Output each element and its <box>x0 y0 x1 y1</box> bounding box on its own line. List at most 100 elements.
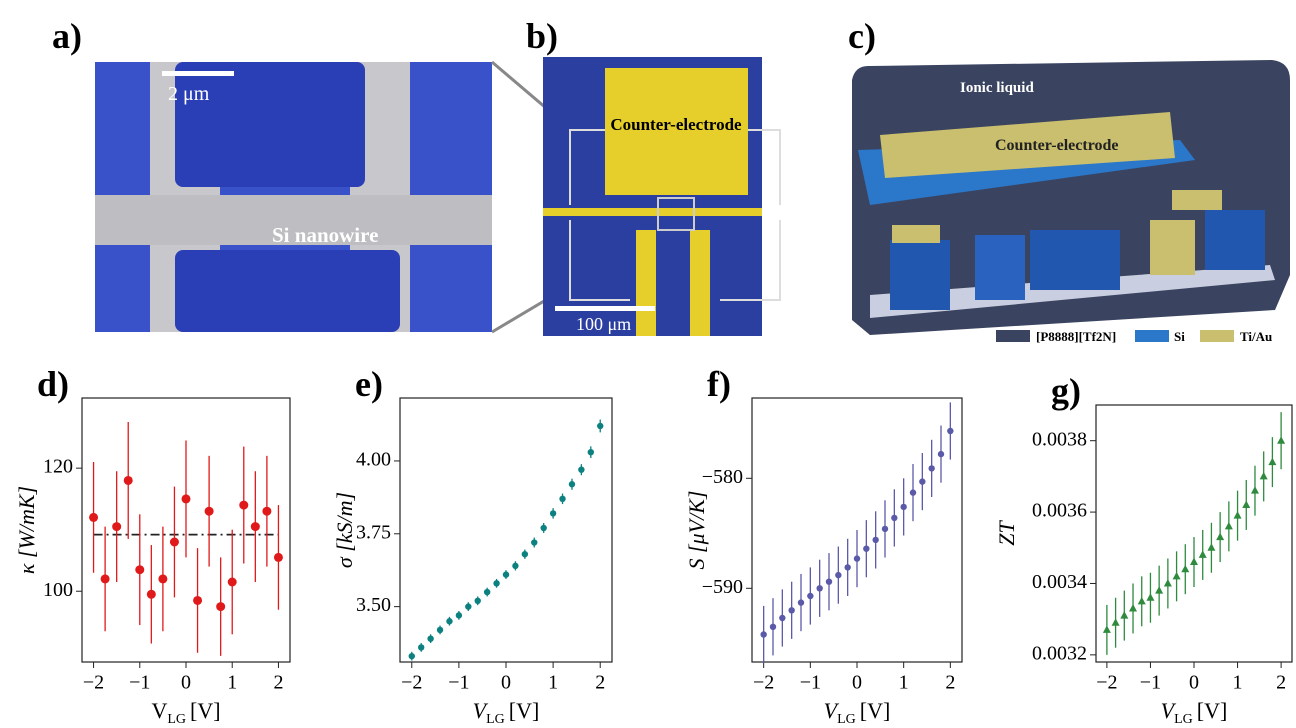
y-tick-label: 100 <box>43 579 73 601</box>
point <box>559 495 566 503</box>
point <box>239 500 249 510</box>
point <box>835 571 842 579</box>
point <box>455 612 463 619</box>
point <box>1181 564 1190 573</box>
y-tick-label: −590 <box>702 576 743 598</box>
point <box>825 578 833 585</box>
point <box>169 537 179 547</box>
x-tick-label: −2 <box>401 672 422 694</box>
point <box>418 644 425 651</box>
x-tick-label: −2 <box>753 672 774 694</box>
point <box>760 631 767 638</box>
point <box>1137 596 1146 605</box>
x-tick-label: 1 <box>899 672 909 694</box>
x-tick-label: −1 <box>129 672 150 694</box>
point <box>262 506 272 516</box>
x-axis-label: VLG [V] <box>824 698 891 727</box>
panel-a: 2 μm Si nanowire a) <box>52 16 492 332</box>
legend-swatch <box>1200 330 1234 342</box>
point <box>816 585 823 592</box>
y-tick-label: 0.0032 <box>1032 642 1087 664</box>
point <box>549 510 557 517</box>
y-axis-label: σ [kS/m] <box>332 492 357 568</box>
point <box>779 614 786 622</box>
point <box>1242 500 1251 508</box>
x-tick-label: 1 <box>1233 672 1243 694</box>
point <box>769 623 777 630</box>
point <box>863 545 870 552</box>
point <box>947 427 954 435</box>
panel-label: a) <box>52 16 82 56</box>
x-label-main: V <box>151 698 167 723</box>
point <box>123 475 133 485</box>
x-tick-label: 0 <box>852 672 862 694</box>
panel-label: e) <box>355 364 383 404</box>
x-axis-label: VLG [V] <box>151 698 220 727</box>
x-label-unit: [V] <box>509 698 540 723</box>
point <box>1155 586 1164 594</box>
pad <box>175 62 365 187</box>
x-axis-label: VLG [V] <box>1161 698 1228 727</box>
y-tick-label: 3.50 <box>356 594 391 616</box>
point <box>250 522 260 532</box>
point <box>844 564 851 571</box>
legend-swatch <box>996 330 1030 342</box>
x-tick-label: −1 <box>1140 672 1161 694</box>
point <box>531 539 538 546</box>
panel-label: f) <box>707 364 731 404</box>
lead <box>636 230 656 336</box>
scale-bar <box>555 306 655 311</box>
scale-bar <box>162 71 234 76</box>
x-label-main: V <box>824 698 840 723</box>
substrate <box>870 265 1275 318</box>
point <box>568 481 576 488</box>
point <box>540 524 547 532</box>
point <box>872 536 879 544</box>
point <box>158 574 168 584</box>
legend-text: Si <box>1174 329 1185 344</box>
x-tick-label: 2 <box>1276 672 1286 694</box>
point <box>891 514 898 522</box>
scale-text: 100 μm <box>576 314 631 334</box>
x-label-sub: LG <box>167 712 186 727</box>
plot-frame <box>399 397 613 663</box>
tiau <box>1172 190 1222 210</box>
point <box>1224 521 1233 530</box>
point <box>909 489 917 496</box>
zoom-box <box>657 197 695 231</box>
tiau <box>892 225 940 243</box>
y-tick-label: 0.0038 <box>1032 428 1087 450</box>
point <box>512 562 519 570</box>
point <box>1198 550 1207 558</box>
point <box>216 602 226 612</box>
tiau <box>1150 220 1195 275</box>
point <box>937 450 945 458</box>
y-axis-label: S [μV/K] <box>684 491 709 570</box>
point <box>1172 571 1181 580</box>
panel-label: d) <box>37 364 69 404</box>
caption: Ionic liquid <box>960 80 1034 96</box>
point <box>465 603 472 610</box>
x-tick-label: 2 <box>273 672 283 694</box>
si-block <box>890 240 950 310</box>
x-tick-label: 0 <box>1189 672 1199 694</box>
x-label-main: V <box>473 698 489 723</box>
point <box>1216 532 1225 541</box>
y-tick-label: 120 <box>43 456 73 478</box>
point <box>1277 436 1286 444</box>
legend-text: [P8888][Tf2N] <box>1036 329 1116 344</box>
caption: Si nanowire <box>272 223 378 247</box>
x-label-sub: LG <box>486 712 505 727</box>
pad <box>175 250 400 332</box>
y-tick-label: 0.0034 <box>1032 571 1087 593</box>
point <box>1233 511 1242 519</box>
point <box>436 626 444 634</box>
point <box>928 465 935 472</box>
x-label-main: V <box>1161 698 1177 723</box>
y-tick-label: −580 <box>702 466 743 488</box>
point <box>227 577 237 587</box>
x-label-unit: [V] <box>190 698 221 723</box>
point <box>587 448 594 456</box>
point <box>483 588 491 596</box>
point <box>788 607 795 614</box>
